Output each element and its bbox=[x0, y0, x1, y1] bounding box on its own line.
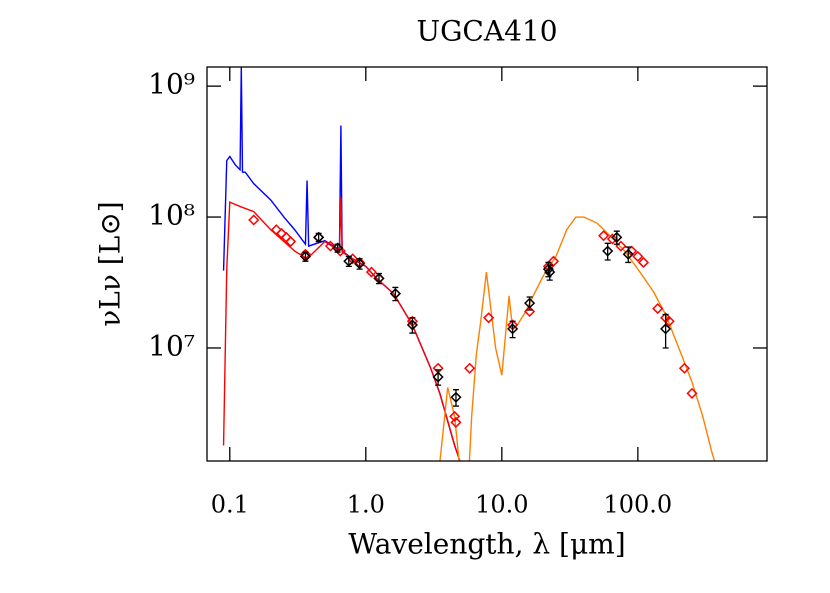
photometry-point bbox=[660, 323, 672, 335]
photometry-point bbox=[365, 266, 377, 278]
sed-line bbox=[222, 197, 461, 461]
photometry-point bbox=[542, 263, 554, 275]
plot-frame bbox=[206, 66, 768, 462]
photometry-point bbox=[450, 416, 462, 428]
x-axis-label: Wavelength, λ [μm] bbox=[348, 528, 625, 561]
photometry-point bbox=[389, 288, 401, 300]
photometry-point bbox=[637, 256, 650, 269]
x-tick-label: 100.0 bbox=[603, 491, 672, 519]
chart-title: UGCA410 bbox=[416, 15, 557, 48]
error-bar bbox=[662, 313, 669, 349]
photometry-point bbox=[622, 248, 634, 260]
sed-line bbox=[439, 216, 716, 461]
photometry-point bbox=[611, 231, 623, 243]
y-tick-label: 10⁹ bbox=[148, 68, 195, 101]
photometry-point bbox=[270, 224, 282, 236]
x-tick-label: 10.0 bbox=[475, 491, 528, 519]
photometry-point bbox=[602, 245, 614, 257]
photometry-point bbox=[332, 242, 344, 254]
y-tick-label: 10⁸ bbox=[148, 199, 195, 232]
photometry-point bbox=[373, 272, 385, 284]
photometry-point bbox=[313, 231, 325, 243]
plot-area bbox=[222, 67, 716, 461]
photometry-point bbox=[248, 214, 260, 226]
photometry-point bbox=[678, 362, 690, 374]
photometry-point bbox=[432, 371, 444, 383]
photometry-point bbox=[598, 230, 610, 242]
photometry-point bbox=[652, 303, 664, 315]
photometry-point bbox=[464, 362, 476, 374]
photometry-point bbox=[324, 240, 337, 252]
photometry-point bbox=[483, 312, 495, 324]
photometry-point bbox=[343, 255, 355, 267]
photometry-point bbox=[285, 235, 297, 248]
x-tick-label: 1.0 bbox=[347, 491, 385, 519]
sed-line bbox=[222, 67, 461, 461]
photometry-point bbox=[450, 391, 462, 403]
photometry-point bbox=[686, 387, 698, 399]
photometry-point bbox=[299, 250, 312, 263]
photometry-point bbox=[544, 266, 556, 278]
x-tick-label: 0.1 bbox=[211, 491, 249, 519]
photometry-point bbox=[632, 250, 644, 263]
photometry-point bbox=[354, 258, 366, 270]
photometry-point bbox=[606, 233, 618, 245]
photometry-point bbox=[507, 323, 519, 335]
photometry-point bbox=[449, 410, 461, 422]
y-tick-label: 10⁷ bbox=[148, 329, 195, 362]
y-axis-label: νLν [L⊙] bbox=[94, 201, 127, 326]
photometry-point bbox=[406, 319, 418, 331]
photometry-point bbox=[524, 297, 536, 309]
photometry-point bbox=[547, 255, 560, 267]
